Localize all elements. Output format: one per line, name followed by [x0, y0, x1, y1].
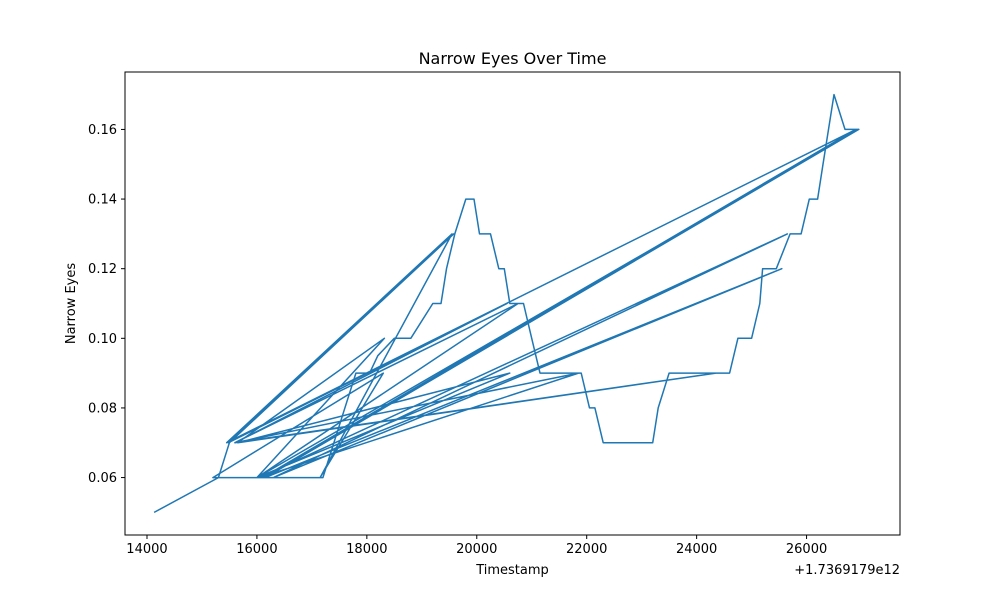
- y-axis-ticks: 0.06 0.08 0.10 0.12 0.14 0.16: [88, 123, 125, 486]
- y-tick-label: 0.12: [88, 262, 117, 277]
- x-tick-label: 16000: [236, 542, 277, 557]
- x-axis-label: Timestamp: [475, 563, 549, 578]
- plot-area-frame: [124, 71, 901, 536]
- x-tick-label: 22000: [566, 542, 607, 557]
- x-tick-label: 20000: [456, 542, 497, 557]
- series-line: [153, 93, 860, 514]
- chart-title: Narrow Eyes Over Time: [419, 49, 607, 68]
- y-tick-label: 0.16: [88, 123, 117, 138]
- x-tick-label: 26000: [786, 542, 827, 557]
- x-tick-label: 24000: [676, 542, 717, 557]
- x-axis-offset-label: +1.7369179e12: [794, 563, 900, 578]
- series-layer: [153, 93, 860, 514]
- x-tick-label: 18000: [346, 542, 387, 557]
- y-tick-label: 0.14: [88, 193, 117, 208]
- y-tick-label: 0.08: [88, 401, 117, 416]
- y-axis-label: Narrow Eyes: [64, 263, 79, 344]
- x-axis-ticks: 14000 16000 18000 20000 22000 24000 26000: [126, 535, 827, 557]
- x-tick-label: 14000: [126, 542, 167, 557]
- y-tick-label: 0.06: [88, 471, 117, 486]
- y-tick-label: 0.10: [88, 332, 117, 347]
